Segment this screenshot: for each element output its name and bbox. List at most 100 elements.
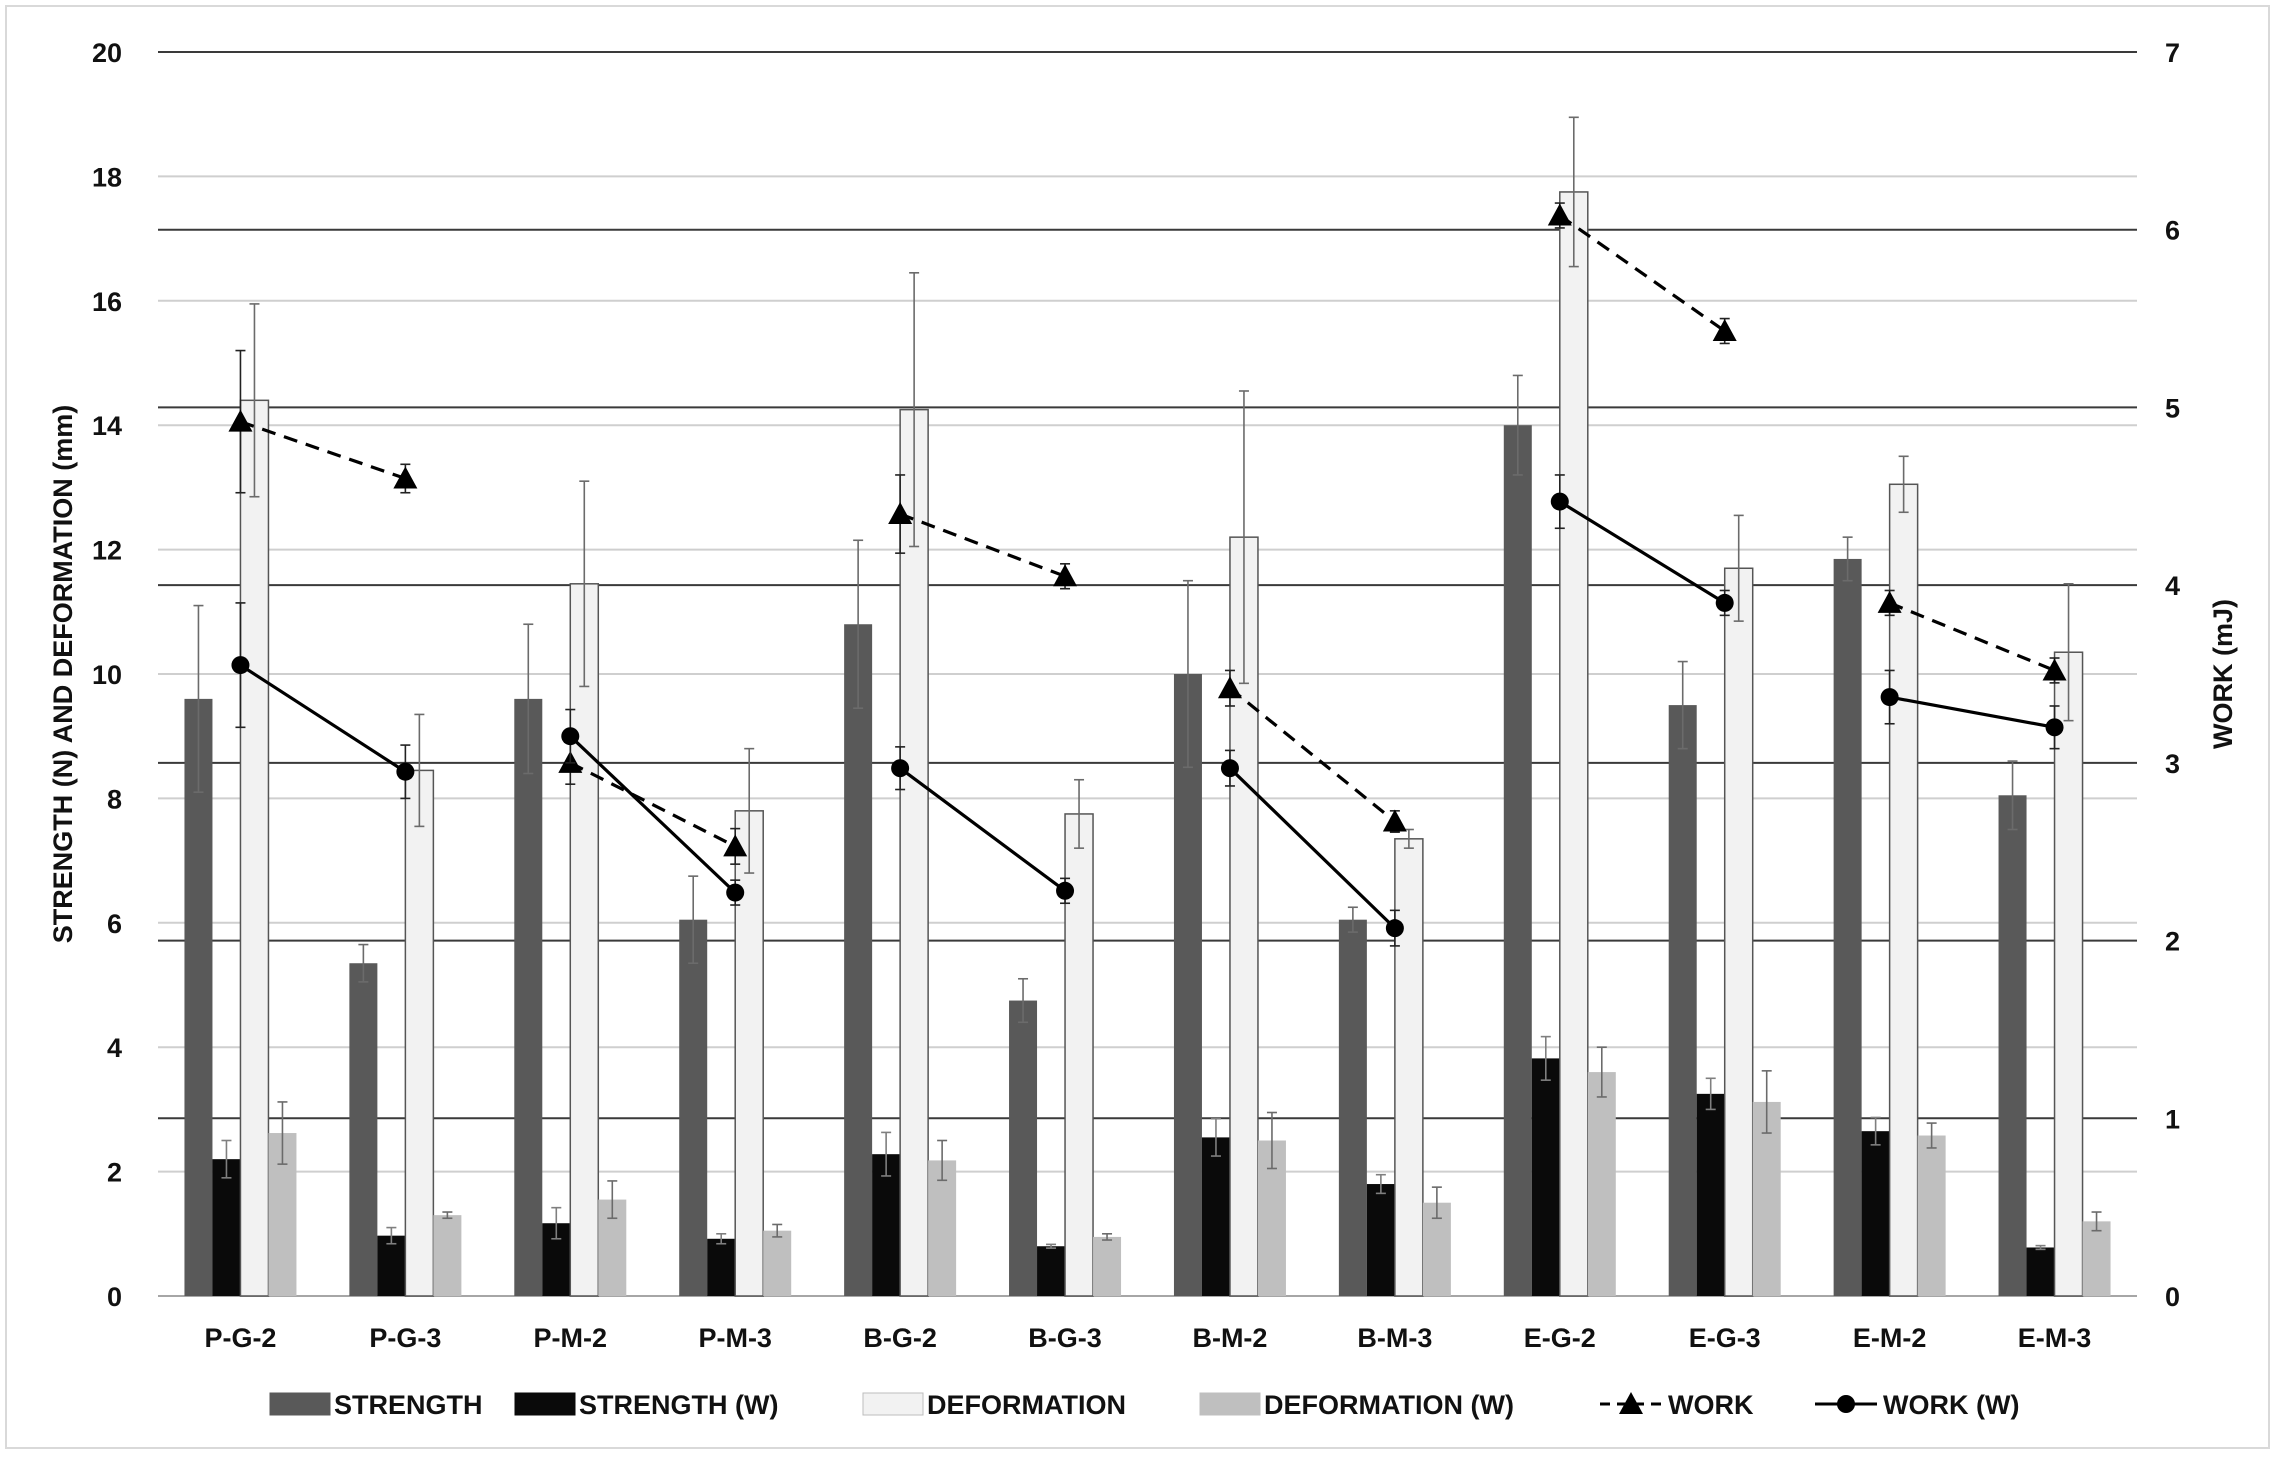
bar-strength-e-m-3 <box>1998 795 2027 1296</box>
legend-label-work: WORK <box>1668 1390 1754 1420</box>
line-segment-work <box>1228 686 1396 823</box>
bar-deformation-p-m-2 <box>569 583 600 1297</box>
y2-tick-label: 6 <box>2165 216 2180 246</box>
marker-work-w-b-m-3 <box>1385 919 1404 938</box>
y-tick-label: 0 <box>107 1282 122 1312</box>
bar-deformation-w-e-m-2 <box>1917 1135 1946 1296</box>
bar-deformation-b-g-2 <box>899 408 929 1297</box>
line-segment-work <box>239 420 406 481</box>
marker-work-b-m-2 <box>1217 676 1242 699</box>
legend-swatch-strength <box>269 1392 331 1416</box>
bar-strength-w-b-g-2 <box>872 1154 901 1296</box>
bar-strength-e-g-3 <box>1668 705 1697 1296</box>
marker-work-w-p-g-3 <box>396 762 415 781</box>
y2-tick-label: 0 <box>2165 1282 2180 1312</box>
legend-item-deformation-w: DEFORMATION (W) <box>1199 1390 1514 1420</box>
y2-tick-label: 1 <box>2165 1104 2180 1134</box>
bar-deformation-w-p-m-3 <box>763 1230 792 1296</box>
legend-item-deformation: DEFORMATION <box>862 1390 1126 1420</box>
line-segment-work <box>1889 601 2056 672</box>
x-tick-label: P-M-2 <box>534 1323 608 1353</box>
x-tick-label: P-G-3 <box>369 1323 441 1353</box>
y-tick-label: 18 <box>92 162 122 192</box>
bar-strength-b-g-2 <box>844 624 873 1296</box>
line-segment-work-w <box>569 735 737 894</box>
bar-strength-w-p-g-3 <box>377 1235 406 1296</box>
marker-work-w-p-g-2 <box>231 656 250 675</box>
bar-deformation-w-e-g-3 <box>1752 1101 1781 1296</box>
bar-strength-w-b-m-3 <box>1366 1184 1395 1296</box>
bar-deformation-b-m-3 <box>1394 838 1424 1297</box>
x-tick-label: E-M-2 <box>1853 1323 1927 1353</box>
bar-deformation-p-m-3 <box>734 810 764 1297</box>
bar-strength-w-p-g-2 <box>212 1159 241 1296</box>
bar-strength-b-g-3 <box>1009 1000 1038 1296</box>
marker-work-w-e-m-3 <box>2045 718 2064 737</box>
bar-deformation-w-b-g-2 <box>928 1160 957 1296</box>
y-tick-label: 6 <box>107 909 122 939</box>
line-segment-work-w <box>1228 767 1396 930</box>
legend-item-work-w: WORK (W) <box>1815 1390 2019 1420</box>
x-tick-label: E-M-3 <box>2018 1323 2092 1353</box>
bars-layer <box>184 116 2111 1297</box>
x-tick-label: E-G-2 <box>1524 1323 1596 1353</box>
bar-deformation-p-g-2 <box>239 399 270 1297</box>
bar-deformation-e-g-3 <box>1723 567 1754 1297</box>
legend: STRENGTH STRENGTH (W) DEFORMATION DEFORMATI… <box>269 1390 2019 1420</box>
y2-axis-title: WORK (mJ) <box>2208 599 2238 749</box>
y-tick-label: 14 <box>92 411 122 441</box>
marker-work-w-e-g-3 <box>1715 593 1734 612</box>
chart-border <box>5 5 2270 1449</box>
marker-work-e-m-3 <box>2042 658 2067 681</box>
legend-swatch-strength-w <box>514 1392 576 1416</box>
y2-tick-label: 4 <box>2165 571 2180 601</box>
legend-label-strength-w: STRENGTH (W) <box>579 1390 778 1420</box>
line-segment-work-w <box>1558 500 1726 605</box>
bar-deformation-e-m-2 <box>1888 483 1919 1297</box>
legend-label-deformation: DEFORMATION <box>927 1390 1126 1420</box>
y-tick-label: 10 <box>92 660 122 690</box>
gridlines <box>158 51 2137 1297</box>
legend-item-work: WORK <box>1600 1390 1754 1420</box>
line-segment-work-w <box>1889 695 2055 729</box>
x-tick-label: B-M-3 <box>1357 1323 1432 1353</box>
y2-tick-label: 5 <box>2165 393 2180 423</box>
y-tick-label: 4 <box>107 1033 122 1063</box>
marker-work-b-g-2 <box>888 502 913 525</box>
x-tick-label: B-G-2 <box>863 1323 937 1353</box>
bar-strength-w-b-g-3 <box>1037 1246 1066 1296</box>
line-segment-work-w <box>239 663 407 774</box>
bar-deformation-w-e-m-3 <box>2082 1221 2111 1296</box>
bar-strength-p-g-3 <box>349 963 378 1296</box>
line-segment-work <box>899 512 1066 578</box>
bar-strength-e-m-2 <box>1833 558 1862 1296</box>
y-tick-label: 12 <box>92 536 122 566</box>
y-axis-title: STRENGTH (N) AND DEFORMATION (mm) <box>48 405 78 943</box>
bar-strength-w-p-m-3 <box>707 1238 736 1296</box>
marker-work-w-b-g-2 <box>891 759 910 778</box>
y2-tick-label: 3 <box>2165 749 2180 779</box>
marker-work-w-p-m-2 <box>561 727 580 746</box>
marker-work-w-b-m-2 <box>1220 759 1239 778</box>
y2-tick-label: 7 <box>2165 38 2180 68</box>
line-segment-work <box>569 761 736 848</box>
marker-work-p-g-2 <box>228 409 253 432</box>
line-segment-work <box>1558 214 1726 333</box>
marker-work-e-g-3 <box>1712 319 1737 342</box>
legend-item-strength-w: STRENGTH (W) <box>514 1390 778 1420</box>
marker-work-w-b-g-3 <box>1056 881 1075 900</box>
bar-strength-w-e-m-3 <box>2026 1247 2055 1296</box>
legend-label-work-w: WORK (W) <box>1883 1390 2019 1420</box>
x-tick-label: P-M-3 <box>698 1323 772 1353</box>
x-tick-label: P-G-2 <box>204 1323 276 1353</box>
bar-deformation-w-p-g-3 <box>433 1215 462 1296</box>
marker-work-w-e-g-2 <box>1550 492 1569 511</box>
marker-work-b-m-3 <box>1382 809 1407 832</box>
marker-work-e-m-2 <box>1877 590 1902 613</box>
bar-strength-w-e-g-3 <box>1696 1093 1725 1296</box>
bar-strength-p-m-2 <box>514 698 543 1296</box>
legend-label-deformation-w: DEFORMATION (W) <box>1264 1390 1514 1420</box>
